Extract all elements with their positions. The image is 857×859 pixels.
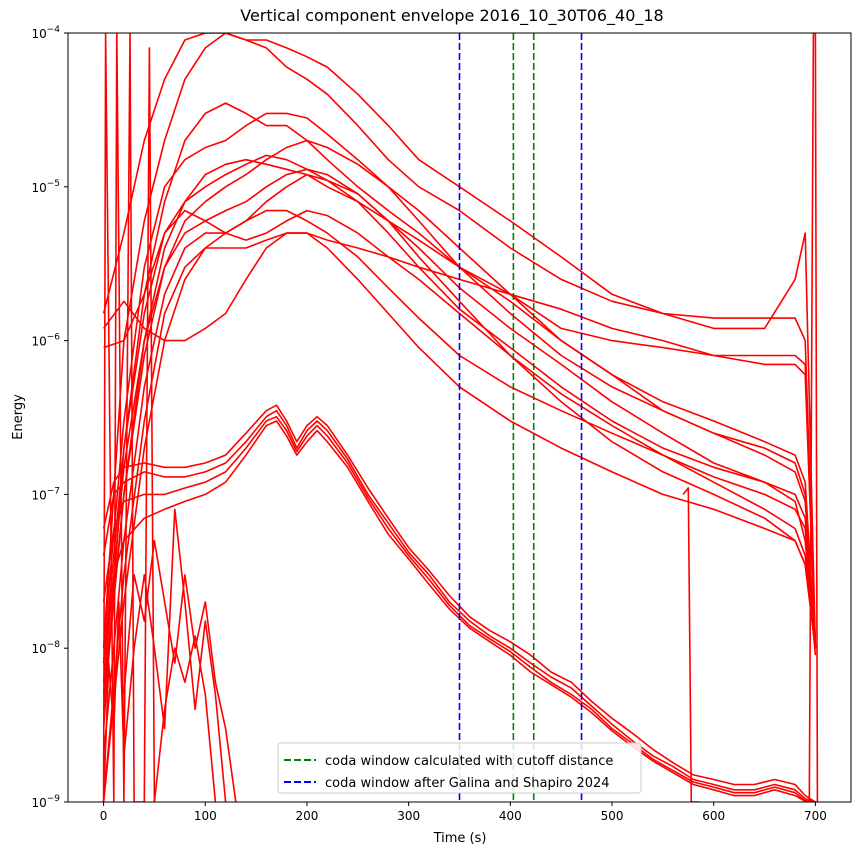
envelope-line-15 (102, 415, 816, 802)
envelope-line-16 (102, 420, 816, 802)
coda-window-lines (458, 33, 583, 802)
legend-box (277, 742, 642, 794)
chart-title: Vertical component envelope 2016_10_30T0… (240, 6, 663, 26)
y-tick-label: 10−8 (31, 640, 60, 656)
x-tick-label: 600 (702, 809, 725, 823)
envelope-line-17 (102, 508, 227, 802)
envelope-line-9 (102, 168, 817, 683)
x-tick-label: 200 (296, 809, 319, 823)
x-tick-label: 500 (601, 809, 624, 823)
y-axis-ticks: 10−9 10−8 10−7 10−6 10−5 10−4 (31, 25, 68, 810)
x-tick-label: 0 (100, 809, 108, 823)
y-axis-label: Energy (11, 394, 26, 440)
envelope-line-21 (682, 487, 700, 802)
envelope-line-2 (102, 33, 817, 649)
envelope-line-10 (102, 232, 817, 802)
envelope-line-20 (102, 33, 156, 802)
legend: coda window calculated with cutoff dista… (277, 742, 642, 794)
y-tick-label: 10−9 (31, 794, 60, 810)
x-tick-label: 700 (804, 809, 827, 823)
envelope-line-7 (102, 209, 817, 664)
legend-label-cutoff: coda window calculated with cutoff dista… (325, 754, 613, 769)
x-axis-label: Time (s) (433, 831, 487, 846)
legend-label-galina-shapiro: coda window after Galina and Shapiro 202… (325, 776, 610, 791)
plot-frame (67, 32, 852, 803)
envelope-line-14 (102, 409, 816, 802)
plot-area (102, 33, 819, 802)
x-tick-label: 300 (397, 809, 420, 823)
envelope-line-5 (102, 139, 817, 695)
envelope-line-19 (153, 635, 217, 802)
envelope-line-12 (102, 232, 817, 649)
x-tick-label: 100 (194, 809, 217, 823)
y-tick-label: 10−7 (31, 486, 60, 502)
y-tick-label: 10−6 (31, 333, 60, 349)
y-tick-label: 10−5 (31, 179, 60, 195)
y-tick-label: 10−4 (31, 25, 60, 41)
envelope-line-1 (102, 33, 817, 649)
x-axis-ticks: 0 100 200 300 400 500 600 700 (100, 802, 827, 823)
envelope-line-18 (123, 539, 237, 802)
envelope-line-8 (102, 158, 817, 710)
envelope-line-22 (808, 33, 819, 802)
envelope-line-13 (102, 404, 816, 802)
x-tick-label: 400 (499, 809, 522, 823)
envelope-line-11 (102, 209, 817, 802)
